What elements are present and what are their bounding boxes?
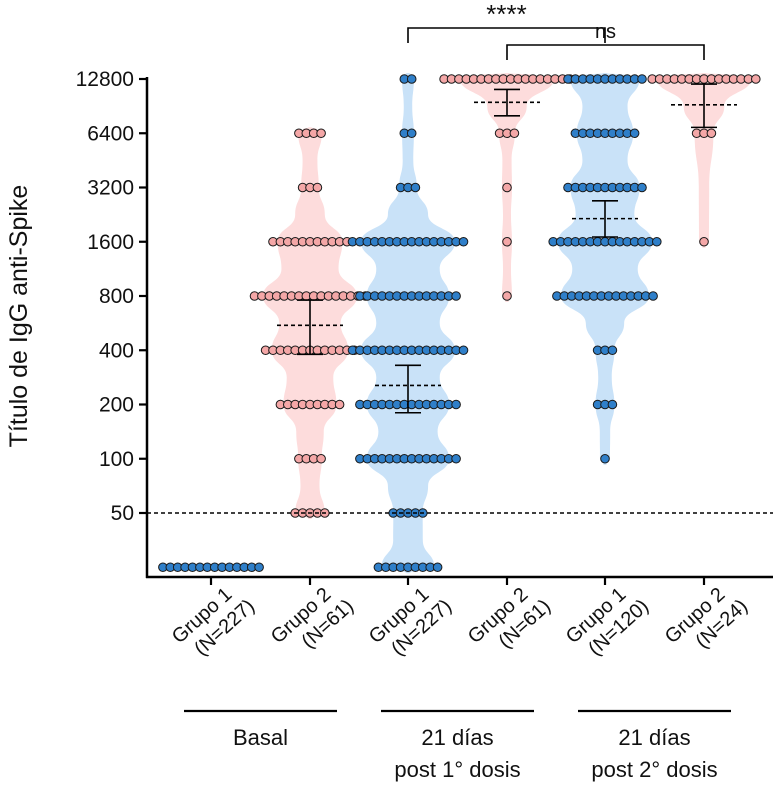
group-label-2-line1: 21 días (421, 725, 493, 750)
data-point (254, 562, 264, 573)
data-point (706, 128, 717, 139)
violin-6 (657, 73, 751, 248)
data-point (410, 182, 421, 193)
data-point (334, 399, 345, 410)
data-point (451, 399, 461, 410)
category-label-1: Grupo 1(N=227) (168, 583, 259, 660)
y-tick-label: 3200 (87, 177, 134, 200)
data-point (316, 453, 326, 464)
data-point (648, 291, 658, 301)
significance-bracket-1 (407, 27, 606, 43)
significance-layer: **** ns (407, 0, 705, 60)
group-label-3-line1: 21 días (618, 725, 690, 750)
violin-3 (361, 73, 455, 574)
data-point (458, 236, 469, 247)
data-point (509, 128, 520, 139)
category-label-5: Grupo 1(N=120) (562, 583, 653, 660)
dots-layer (158, 74, 761, 573)
data-point (406, 128, 417, 139)
y-tick-label: 12800 (76, 68, 134, 91)
group-label-1: Basal (233, 725, 288, 750)
data-point (751, 74, 761, 84)
significance-label-1: **** (486, 0, 526, 29)
data-point (637, 182, 647, 193)
category-labels-layer: Grupo 1(N=227) Grupo 2(N=61) Grupo 1(N=227… (168, 583, 752, 782)
data-point (502, 291, 512, 301)
violins-layer (175, 73, 751, 574)
data-point (502, 182, 512, 193)
category-label-4: Grupo 2(N=61) (464, 583, 555, 652)
data-point (699, 236, 709, 247)
data-point (451, 453, 461, 464)
data-point (316, 128, 326, 139)
data-point (458, 345, 469, 356)
data-point (312, 182, 323, 193)
group-label-3-line2: post 2° dosis (591, 757, 717, 782)
data-point (607, 345, 618, 356)
data-point (432, 562, 443, 573)
data-point (502, 236, 512, 247)
data-point (637, 74, 647, 84)
group-label-2-line2: post 1° dosis (394, 757, 520, 782)
y-tick-label: 800 (99, 285, 134, 308)
data-point (652, 236, 662, 247)
axes-layer: 50 100 200 400 800 1600 3200 6400 12800 (76, 68, 773, 585)
data-point (629, 128, 640, 139)
y-tick-label: 6400 (87, 122, 134, 145)
y-axis-label: Título de IgG anti-Spike (5, 185, 33, 448)
category-label-3: Grupo 1(N=227) (365, 583, 456, 660)
violin-5 (558, 73, 652, 465)
data-point (406, 74, 417, 84)
data-point (451, 291, 461, 301)
y-tick-label: 100 (99, 448, 134, 471)
y-tick-label: 50 (111, 502, 134, 525)
y-tick-label: 400 (99, 339, 134, 362)
category-label-6: Grupo 2(N=24) (661, 583, 752, 652)
significance-bracket-2 (506, 44, 705, 60)
significance-label-2: ns (595, 21, 616, 43)
y-tick-label: 1600 (87, 231, 134, 254)
data-point (600, 453, 610, 464)
category-label-2: Grupo 2(N=61) (267, 583, 358, 652)
mean-ci-layer (277, 83, 737, 414)
data-point (607, 399, 618, 410)
y-tick-label: 200 (99, 394, 134, 417)
